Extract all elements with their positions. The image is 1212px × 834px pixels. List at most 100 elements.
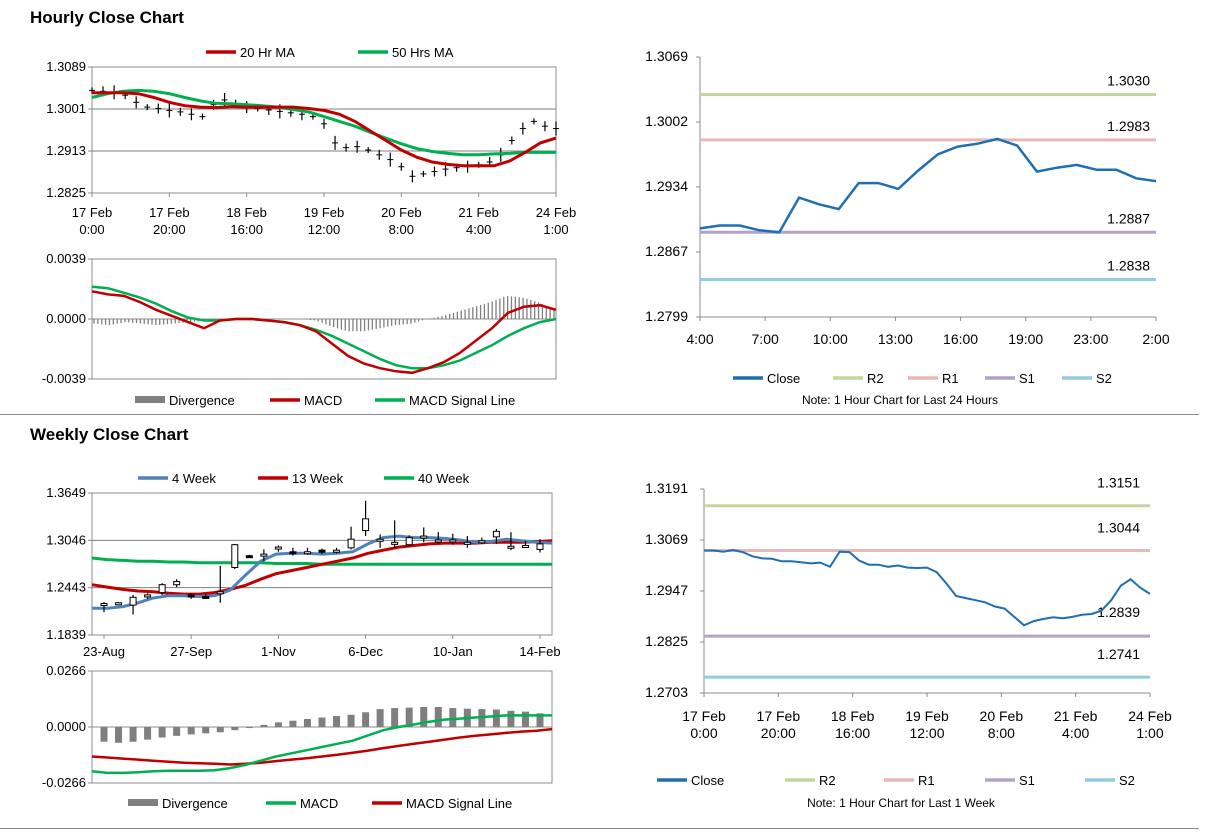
weekly-candle-body: [362, 518, 370, 532]
hourly-24h-xtick-label: 7:00: [752, 331, 779, 347]
weekly-divergence-bar: [158, 727, 166, 738]
weekly-candle-body: [202, 595, 210, 599]
legend-24h-r1-label: R1: [942, 371, 959, 386]
weekly-candle-body: [173, 581, 181, 586]
weekly-1w-xtick-label: 17 Feb: [757, 708, 801, 724]
wk4-line: [92, 534, 553, 610]
legend-hourly-signal-label: MACD Signal Line: [409, 393, 515, 408]
legend-1w-close-label: Close: [691, 773, 724, 788]
weekly-divergence-bar: [492, 709, 500, 727]
hourly-price-xtick-label: 16:00: [230, 222, 263, 237]
level-s2-label: 1.2838: [1107, 257, 1150, 273]
weekly-1w-xtick-label: 24 Feb: [1128, 708, 1172, 724]
weekly-divergence-bar: [420, 707, 428, 727]
hourly-price-ytick-label: 1.3001: [46, 101, 86, 116]
hourly-price-xtick-label: 24 Feb: [536, 205, 576, 220]
weekly-macd-ytick-label: 0.0000: [46, 719, 86, 734]
weekly-divergence-bar: [245, 727, 253, 729]
weekly-candle-body: [115, 602, 123, 606]
weekly-candle-body: [463, 541, 471, 545]
weekly-divergence-bar: [507, 710, 515, 727]
legend-weekly-divergence-label: Divergence: [162, 796, 228, 811]
hourly-24h-xtick-label: 2:00: [1142, 331, 1169, 347]
weekly-candle-body: [521, 544, 529, 548]
weekly-1w-ytick-label: 1.2947: [645, 582, 688, 598]
hourly-24h-xtick-label: 19:00: [1008, 331, 1043, 347]
hourly-24h-ytick-label: 1.2799: [645, 308, 688, 324]
weekly-divergence-bar: [449, 708, 457, 727]
bottom-separator: [0, 828, 1199, 829]
legend-1w-s2-label: S2: [1119, 773, 1135, 788]
legend-wk40-label: 40 Week: [418, 471, 470, 486]
hourly-24h-xtick-label: 10:00: [813, 331, 848, 347]
weekly-divergence-bar: [376, 709, 384, 727]
weekly-1w-xtick-label: 20 Feb: [980, 708, 1024, 724]
hourly-macd-signal-line: [91, 285, 557, 370]
weekly-candle-body: [289, 551, 297, 555]
legend-wk13-label: 13 Week: [292, 471, 344, 486]
weekly-price-ytick-label: 1.2443: [46, 580, 86, 595]
weekly-price-xtick-label: 6-Dec: [348, 644, 383, 659]
hourly-24h-ytick-label: 1.3069: [645, 48, 688, 64]
hourly-price-xtick-label: 19 Feb: [304, 205, 344, 220]
hourly-24h-close-line: [699, 137, 1157, 234]
level-s1-label: 1.2887: [1107, 210, 1150, 226]
hourly-price-xtick-label: 0:00: [79, 222, 104, 237]
weekly-candle-body: [187, 594, 195, 598]
weekly-1w-xtick-label: 18 Feb: [831, 708, 875, 724]
weekly-divergence-bar: [100, 727, 108, 742]
hourly-24h-xtick-label: 16:00: [943, 331, 978, 347]
weekly-candle-body: [420, 535, 428, 539]
hourly-24h-ytick-label: 1.2867: [645, 243, 688, 259]
weekly-divergence-bar: [333, 716, 341, 727]
section-separator: [0, 414, 1199, 415]
legend-weekly-macd-label: MACD: [300, 796, 338, 811]
weekly-level-s2-label: 1.2741: [1097, 646, 1140, 662]
legend-1w-r1-label: R1: [918, 773, 935, 788]
hourly-price-xtick-label: 21 Feb: [458, 205, 498, 220]
weekly-1w-close-line: [704, 548, 1151, 627]
weekly-macd-ytick-label: -0.0266: [42, 775, 86, 790]
weekly-candle-body: [507, 545, 515, 549]
hourly-price-ytick-label: 1.3089: [46, 59, 86, 74]
hourly-24h-note: Note: 1 Hour Chart for Last 24 Hours: [802, 393, 998, 407]
weekly-price-ytick-label: 1.3046: [46, 532, 86, 547]
weekly-candle-body: [144, 594, 152, 598]
weekly-candle-body: [449, 539, 457, 543]
weekly-candle-body: [303, 551, 311, 555]
weekly-divergence-bar: [289, 720, 297, 727]
weekly-candle-body: [231, 544, 239, 568]
weekly-section-title: Weekly Close Chart: [30, 425, 189, 444]
hourly-price-xtick-label: 1:00: [543, 222, 568, 237]
hourly-price-ytick-label: 1.2825: [46, 185, 86, 200]
weekly-divergence-bar: [303, 719, 311, 727]
weekly-divergence-bar: [144, 727, 152, 740]
weekly-divergence-bar: [536, 713, 544, 727]
legend-hourly-divergence-swatch: [135, 396, 165, 403]
level-r1-label: 1.2983: [1107, 118, 1150, 134]
weekly-level-r1-label: 1.3044: [1097, 519, 1140, 535]
weekly-candle-body: [405, 537, 413, 546]
ma20-line: [92, 91, 557, 168]
weekly-divergence-bar: [260, 724, 268, 727]
weekly-1w-xtick-label: 4:00: [1062, 725, 1089, 741]
weekly-candle-body: [536, 543, 544, 550]
weekly-1w-ytick-label: 1.2825: [645, 633, 688, 649]
weekly-1w-xtick-label: 17 Feb: [682, 708, 726, 724]
hourly-price-xtick-label: 8:00: [389, 222, 414, 237]
hourly-price-xtick-label: 4:00: [466, 222, 491, 237]
weekly-candle-body: [478, 540, 486, 544]
weekly-1w-ytick-label: 1.3191: [645, 480, 688, 496]
weekly-candle-body: [216, 591, 224, 595]
hourly-24h-ytick-label: 1.2934: [645, 178, 688, 194]
ma50-line: [91, 88, 556, 157]
hourly-price-xtick-label: 20 Feb: [381, 205, 421, 220]
weekly-divergence-bar: [362, 712, 370, 727]
weekly-candle-body: [333, 549, 341, 553]
weekly-divergence-bar: [216, 727, 224, 733]
weekly-divergence-bar: [318, 717, 326, 727]
weekly-candle-body: [391, 541, 399, 545]
hourly-24h-xtick-label: 23:00: [1073, 331, 1108, 347]
legend-24h-close-label: Close: [767, 371, 800, 386]
weekly-macd-line: [91, 714, 552, 775]
